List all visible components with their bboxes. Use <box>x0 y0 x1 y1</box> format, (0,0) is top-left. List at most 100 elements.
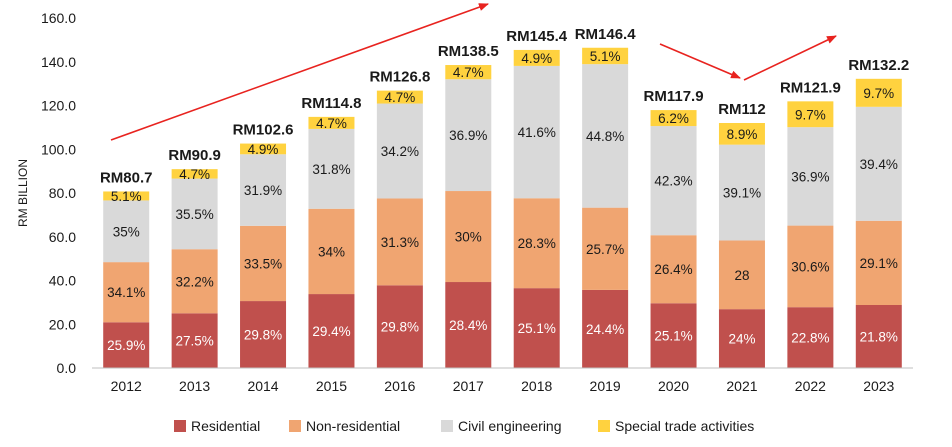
y-tick-label: 140.0 <box>41 54 76 70</box>
segment-data-label: 35% <box>113 224 140 239</box>
x-tick-label: 2013 <box>179 378 210 394</box>
segment-data-label: 34.1% <box>107 285 145 300</box>
total-data-label: RM112 <box>718 101 766 118</box>
y-axis-label: RM BILLION <box>16 159 30 227</box>
bar-segment <box>787 225 834 308</box>
legend-swatch <box>598 420 610 432</box>
segment-data-label: 28 <box>734 268 749 283</box>
bar-segment <box>650 126 697 236</box>
x-tick-label: 2023 <box>863 378 894 394</box>
bar-segment <box>308 116 355 129</box>
bar-group: 28.4% 30% 36.9% 4.7% RM138.5 <box>438 43 499 368</box>
bar-segment <box>787 101 834 128</box>
bar-segment <box>582 47 629 65</box>
bar-group: 25.1% 26.4% 42.3% 6.2% RM117.9 <box>644 88 704 368</box>
bar-segment <box>308 128 355 209</box>
legend-swatch <box>174 420 186 432</box>
bar-group: 29.4% 34% 31.8% 4.7% RM114.8 <box>301 95 361 368</box>
y-tick-label: 60.0 <box>49 229 76 245</box>
segment-data-label: 27.5% <box>175 334 213 349</box>
x-tick-label: 2014 <box>247 378 278 394</box>
bar-segment <box>171 249 218 314</box>
bar-segment <box>718 309 765 368</box>
bar-segment <box>376 198 423 286</box>
segment-data-label: 42.3% <box>654 174 692 189</box>
segment-data-label: 30.6% <box>791 259 829 274</box>
total-data-label: RM138.5 <box>438 43 499 60</box>
x-tick-label: 2016 <box>384 378 415 394</box>
segment-data-label: 21.8% <box>860 330 898 345</box>
segment-data-label: 44.8% <box>586 129 624 144</box>
bar-segment <box>855 220 902 305</box>
bar-segment <box>103 262 150 323</box>
bar-group: 22.8% 30.6% 36.9% 9.7% RM121.9 <box>780 79 841 368</box>
bar-segment <box>718 144 765 241</box>
segment-data-label: 28.3% <box>518 236 556 251</box>
legend-item: Non-residential <box>289 418 400 434</box>
legend-label: Residential <box>191 418 260 434</box>
bar-segment <box>103 200 150 263</box>
total-data-label: RM121.9 <box>780 79 841 96</box>
plot-area: 25.9% 34.1% 35% 5.1% RM80.7 27.5% 32.2% 35.5% 4.… <box>100 26 909 368</box>
total-data-label: RM145.4 <box>506 28 568 45</box>
segment-data-label: 4.7% <box>453 65 484 80</box>
legend: Residential Non-residential Civil engineer… <box>174 418 754 434</box>
bar-segment <box>308 294 355 368</box>
segment-data-label: 22.8% <box>791 331 829 346</box>
segment-data-label: 4.9% <box>521 51 552 66</box>
segment-data-label: 39.4% <box>860 157 898 172</box>
bar-group: 29.8% 33.5% 31.9% 4.9% RM102.6 <box>233 122 293 368</box>
segment-data-label: 31.9% <box>244 183 282 198</box>
bar-segment <box>376 285 423 368</box>
segment-data-label: 25.9% <box>107 338 145 353</box>
segment-data-label: 34.2% <box>381 144 419 159</box>
bar-segment <box>171 169 218 179</box>
segment-data-label: 26.4% <box>654 262 692 277</box>
segment-data-label: 34% <box>318 244 345 259</box>
total-data-label: RM80.7 <box>100 169 153 186</box>
bar-segment <box>787 307 834 368</box>
y-tick-label: 80.0 <box>49 185 76 201</box>
y-tick-label: 40.0 <box>49 273 76 289</box>
bar-segment <box>650 235 697 304</box>
trend-arrow <box>110 3 489 141</box>
legend-item: Residential <box>174 418 260 434</box>
total-data-label: RM146.4 <box>575 26 637 43</box>
segment-data-label: 29.1% <box>860 256 898 271</box>
x-tick-label: 2020 <box>658 378 689 394</box>
segment-data-label: 36.9% <box>449 128 487 143</box>
bar-segment <box>445 79 492 192</box>
y-tick-label: 120.0 <box>41 98 76 114</box>
bar-segment <box>240 154 287 226</box>
total-data-label: RM126.8 <box>369 69 430 86</box>
segment-data-label: 28.4% <box>449 318 487 333</box>
y-axis: 0.0 20.0 40.0 60.0 80.0 100.0 120.0 140.0 160.0 <box>41 10 76 376</box>
bar-segment <box>855 106 902 221</box>
segment-data-label: 24% <box>728 332 755 347</box>
bar-segment <box>718 240 765 310</box>
bar-group: 24% 28 39.1% 8.9% RM112 <box>718 101 766 368</box>
segment-data-label: 39.1% <box>723 186 761 201</box>
y-tick-label: 160.0 <box>41 10 76 26</box>
bar-segment <box>513 198 560 289</box>
x-tick-label: 2021 <box>726 378 757 394</box>
bar-segment <box>240 301 287 368</box>
segment-data-label: 36.9% <box>791 169 829 184</box>
segment-data-label: 35.5% <box>175 207 213 222</box>
segment-data-label: 4.7% <box>384 90 415 105</box>
bar-segment <box>171 178 218 250</box>
segment-data-label: 29.8% <box>381 320 419 335</box>
bar-group: 29.8% 31.3% 34.2% 4.7% RM126.8 <box>369 69 430 368</box>
segment-data-label: 9.7% <box>795 107 826 122</box>
segment-data-label: 5.1% <box>111 189 142 204</box>
bar-segment <box>240 225 287 302</box>
x-tick-label: 2017 <box>453 378 484 394</box>
segment-data-label: 5.1% <box>590 49 621 64</box>
x-tick-label: 2012 <box>111 378 142 394</box>
segment-data-label: 31.3% <box>381 235 419 250</box>
bar-segment <box>171 313 218 368</box>
bar-segment <box>445 65 492 80</box>
bar-group: 27.5% 32.2% 35.5% 4.7% RM90.9 <box>168 147 221 368</box>
bar-segment <box>650 110 697 127</box>
segment-data-label: 6.2% <box>658 111 689 126</box>
